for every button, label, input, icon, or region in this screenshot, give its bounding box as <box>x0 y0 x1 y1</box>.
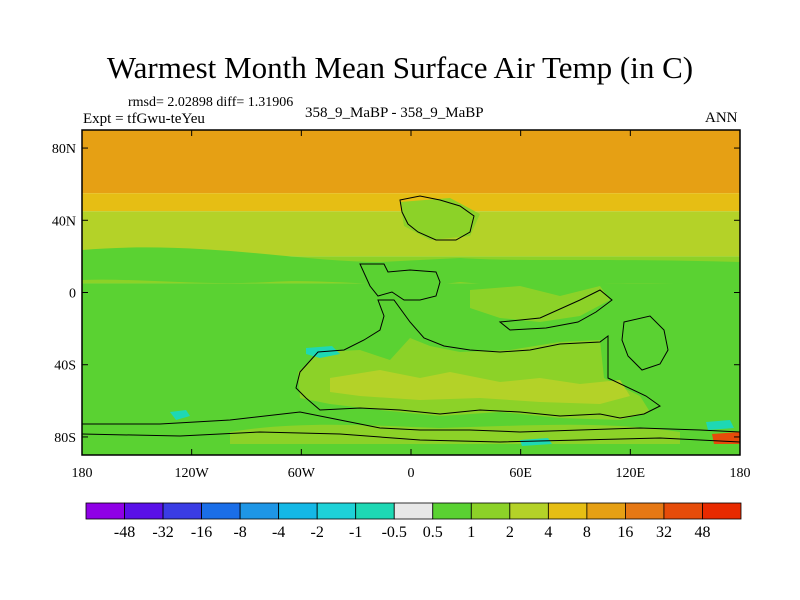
patch-asia-green <box>400 198 480 240</box>
y-axis: 80N 40N 0 40S 80S <box>52 142 740 446</box>
patch-south-warm <box>330 370 630 404</box>
colorbar: -48 -32 -16 -8 -4 -2 -1 -0.5 0.5 1 2 4 8 16 32 48 <box>85 502 742 541</box>
y-tick-label: 0 <box>69 287 76 302</box>
colorbar-label: -8 <box>233 524 246 541</box>
colorbar-label: 32 <box>656 524 672 541</box>
colorbar-swatch <box>547 502 588 520</box>
colorbar-label: -2 <box>311 524 324 541</box>
outline-antarctic <box>82 411 740 443</box>
patch-africa <box>470 286 610 322</box>
continent-outlines <box>82 195 740 443</box>
colorbar-label: 48 <box>694 524 710 541</box>
colorbar-swatch <box>85 502 125 520</box>
colorbar-label: 16 <box>617 524 633 541</box>
field-patches <box>82 198 740 446</box>
colorbar-label: -4 <box>272 524 285 541</box>
colorbar-swatch <box>201 502 241 520</box>
colorbar-swatch <box>702 502 742 520</box>
x-tick-label: 180 <box>72 466 93 481</box>
colorbar-swatch <box>470 502 511 520</box>
colorbar-swatch <box>625 502 665 520</box>
patch-antarctic <box>230 424 680 444</box>
outline-south-main <box>295 299 661 419</box>
band-0 <box>82 130 740 194</box>
colorbar-label: -48 <box>114 524 135 541</box>
colorbar-swatch <box>278 502 318 520</box>
outline-north-atlantic <box>359 263 441 301</box>
colorbar-swatch <box>509 502 549 520</box>
colorbar-label: -16 <box>191 524 212 541</box>
patch-cyan-4 <box>520 438 552 446</box>
case-label: 358_9_MaBP - 358_9_MaBP <box>305 105 484 121</box>
colorbar-label: 4 <box>544 524 552 541</box>
x-tick-label: 120W <box>175 466 210 481</box>
colorbar-swatch <box>663 502 703 520</box>
colorbar-swatch <box>124 502 164 520</box>
outline-africa <box>498 289 613 331</box>
x-tick-label: 180 <box>730 466 751 481</box>
colorbar-swatch <box>355 502 395 520</box>
colorbar-label: -1 <box>349 524 362 541</box>
period-label: ANN <box>705 110 738 126</box>
chart-title: Warmest Month Mean Surface Air Temp (in … <box>106 50 694 85</box>
x-tick-label: 0 <box>408 466 415 481</box>
colorbar-swatch <box>239 502 280 520</box>
y-tick-label: 80N <box>52 142 76 157</box>
y-tick-label: 40S <box>54 359 76 374</box>
patch-cyan-2 <box>170 410 190 420</box>
stats-label: rmsd= 2.02898 diff= 1.31906 <box>128 95 294 110</box>
colorbar-swatch <box>432 502 472 520</box>
colorbar-label: 8 <box>583 524 591 541</box>
patch-north-atlantic <box>82 247 740 285</box>
x-axis: 180 120W 60W 0 60E 120E 180 <box>72 130 751 481</box>
colorbar-swatch <box>586 502 626 520</box>
experiment-label: Expt = tfGwu-teYeu <box>83 111 205 127</box>
x-tick-label: 60W <box>288 466 316 481</box>
colorbar-label: 0.5 <box>423 524 443 541</box>
colorbar-label: -0.5 <box>382 524 407 541</box>
y-tick-label: 40N <box>52 214 76 229</box>
x-tick-label: 120E <box>616 466 646 481</box>
x-tick-label: 60E <box>509 466 532 481</box>
outline-australia-east <box>621 315 669 371</box>
outline-asia <box>399 195 475 241</box>
patch-cyan-3 <box>706 420 734 430</box>
colorbar-swatch <box>393 502 434 520</box>
colorbar-swatch <box>316 502 357 520</box>
colorbar-label: -32 <box>152 524 173 541</box>
colorbar-label: 2 <box>506 524 514 541</box>
colorbar-swatch <box>162 502 202 520</box>
y-tick-label: 80S <box>54 431 76 446</box>
colorbar-label: 1 <box>467 524 475 541</box>
